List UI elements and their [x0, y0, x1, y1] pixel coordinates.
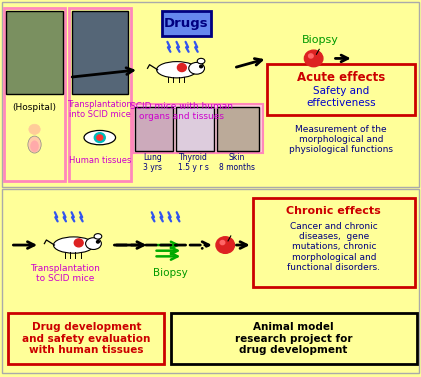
- Text: SCID mice with human
organs and tissues: SCID mice with human organs and tissues: [130, 101, 232, 121]
- FancyBboxPatch shape: [217, 107, 259, 151]
- Text: Measurement of the
morphological and
physiological functions: Measurement of the morphological and phy…: [289, 124, 393, 155]
- Ellipse shape: [53, 237, 94, 253]
- Text: Safety and
effectiveness: Safety and effectiveness: [306, 86, 376, 108]
- Text: Lung
3 yrs: Lung 3 yrs: [143, 153, 162, 172]
- Circle shape: [304, 50, 323, 67]
- Circle shape: [96, 241, 99, 243]
- Ellipse shape: [31, 141, 38, 152]
- FancyBboxPatch shape: [135, 107, 173, 151]
- Circle shape: [94, 133, 105, 143]
- FancyBboxPatch shape: [69, 8, 131, 181]
- Circle shape: [216, 237, 234, 253]
- Ellipse shape: [85, 238, 101, 250]
- FancyBboxPatch shape: [253, 198, 415, 287]
- Text: Biopsy: Biopsy: [301, 35, 338, 44]
- Text: (Hospital): (Hospital): [13, 103, 56, 112]
- Ellipse shape: [94, 234, 102, 239]
- Circle shape: [29, 124, 40, 135]
- Circle shape: [97, 135, 103, 140]
- Text: Drugs: Drugs: [164, 17, 209, 30]
- FancyBboxPatch shape: [72, 11, 128, 94]
- Text: Transplantation
to SCID mice: Transplantation to SCID mice: [30, 264, 100, 283]
- Text: Thyroid
1.5 y r s: Thyroid 1.5 y r s: [178, 153, 209, 172]
- FancyBboxPatch shape: [8, 313, 164, 364]
- FancyBboxPatch shape: [6, 11, 63, 94]
- FancyBboxPatch shape: [2, 188, 419, 373]
- FancyBboxPatch shape: [2, 2, 419, 187]
- Circle shape: [309, 54, 313, 58]
- Circle shape: [177, 64, 187, 72]
- FancyBboxPatch shape: [267, 64, 415, 115]
- Text: Biopsy: Biopsy: [153, 268, 188, 278]
- Circle shape: [200, 65, 203, 68]
- Circle shape: [74, 239, 83, 247]
- Text: Drug development
and safety evaluation
with human tissues: Drug development and safety evaluation w…: [22, 322, 150, 355]
- Ellipse shape: [28, 136, 41, 153]
- FancyBboxPatch shape: [176, 107, 214, 151]
- Text: Acute effects: Acute effects: [297, 71, 385, 84]
- Text: Transplantation
into SCID mice: Transplantation into SCID mice: [67, 100, 132, 119]
- Text: Human tissues: Human tissues: [69, 156, 131, 165]
- Ellipse shape: [84, 130, 115, 145]
- Ellipse shape: [157, 61, 197, 78]
- FancyBboxPatch shape: [4, 8, 65, 181]
- Text: Chronic effects: Chronic effects: [286, 206, 381, 216]
- Circle shape: [220, 241, 225, 245]
- FancyBboxPatch shape: [162, 11, 210, 36]
- Text: Animal model
research project for
drug development: Animal model research project for drug d…: [234, 322, 352, 355]
- FancyBboxPatch shape: [133, 104, 263, 153]
- FancyBboxPatch shape: [171, 313, 417, 364]
- Ellipse shape: [189, 63, 205, 74]
- Ellipse shape: [197, 58, 205, 64]
- Text: Skin
8 months: Skin 8 months: [219, 153, 255, 172]
- Text: Cancer and chronic
diseases,  gene
mutations, chronic
morphological and
function: Cancer and chronic diseases, gene mutati…: [288, 222, 380, 272]
